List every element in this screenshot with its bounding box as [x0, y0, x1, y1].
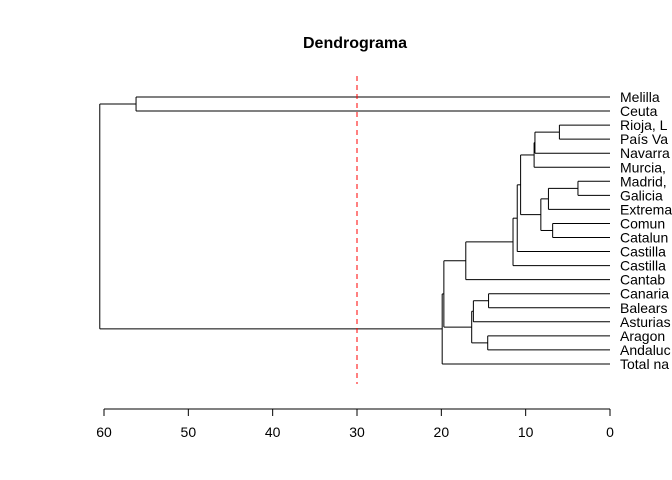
- leaf-label: Comun: [620, 215, 665, 231]
- x-tick-label: 30: [349, 424, 365, 440]
- leaf-label: Galicia: [620, 187, 663, 203]
- x-tick-label: 60: [96, 424, 112, 440]
- leaf-label: Madrid,: [620, 173, 667, 189]
- chart-title: Dendrograma: [303, 35, 407, 52]
- leaf-label: Balears: [620, 300, 667, 316]
- x-tick-label: 10: [518, 424, 534, 440]
- leaf-label: Ceuta: [620, 103, 658, 119]
- leaf-label: Castilla: [620, 258, 666, 274]
- leaf-label: Andaluc: [620, 342, 671, 358]
- x-axis: 60 50 40 30 20 10 0: [96, 408, 614, 440]
- leaf-label: Asturias: [620, 314, 671, 330]
- leaf-label: Castilla: [620, 244, 666, 260]
- x-tick-label: 40: [265, 424, 281, 440]
- leaf-label: Melilla: [620, 89, 660, 105]
- leaf-label: País Va: [620, 131, 668, 147]
- x-tick-label: 50: [181, 424, 197, 440]
- leaf-label: Rioja, L: [620, 117, 668, 133]
- leaf-label: Cantab: [620, 272, 665, 288]
- leaf-label: Murcia,: [620, 159, 666, 175]
- x-tick-label: 0: [606, 424, 614, 440]
- leaf-label: Navarra: [620, 145, 670, 161]
- dendrogram-branches: [99, 96, 610, 365]
- leaf-label: Catalun: [620, 230, 668, 246]
- leaf-label: Extrema: [620, 201, 672, 217]
- leaf-label: Canaria: [620, 286, 669, 302]
- leaf-label: Aragon: [620, 328, 665, 344]
- leaf-label: Total na: [620, 356, 669, 372]
- x-tick-label: 20: [434, 424, 450, 440]
